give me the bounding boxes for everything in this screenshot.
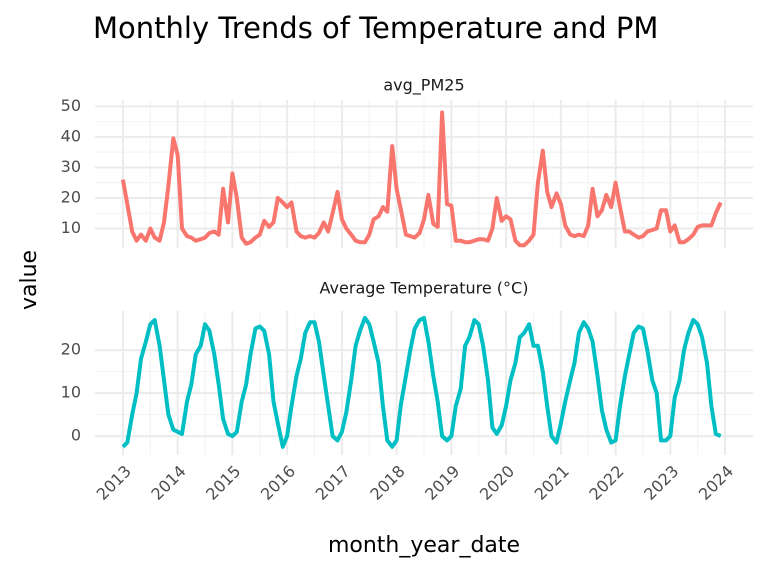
y-tick-label: 20 — [61, 187, 81, 206]
y-tick-label: 50 — [61, 96, 81, 115]
y-tick-label: 30 — [61, 157, 81, 176]
x-tick-label: 2013 — [93, 462, 135, 504]
x-tick-label: 2020 — [476, 462, 518, 504]
x-axis-label: month_year_date — [328, 533, 520, 558]
x-tick-label: 2017 — [312, 462, 354, 504]
facet-label: Average Temperature (°C) — [320, 279, 529, 298]
y-tick-label: 10 — [61, 218, 81, 237]
x-tick-label: 2016 — [257, 462, 299, 504]
facet-label: avg_PM25 — [383, 76, 464, 96]
x-tick-label: 2019 — [421, 462, 463, 504]
chart-title: Monthly Trends of Temperature and PM — [93, 11, 658, 45]
y-tick-label: 20 — [61, 340, 81, 359]
y-tick-label: 10 — [61, 383, 81, 402]
data-line — [120, 110, 723, 248]
data-line — [121, 315, 722, 449]
x-tick-label: 2015 — [202, 462, 244, 504]
x-tick-label: 2022 — [585, 462, 627, 504]
x-tick-label: 2018 — [366, 462, 408, 504]
x-tick-label: 2023 — [640, 462, 682, 504]
x-tick-label: 2014 — [147, 462, 189, 504]
y-tick-label: 0 — [71, 426, 81, 445]
y-tick-label: 40 — [61, 126, 81, 145]
x-tick-label: 2021 — [531, 462, 573, 504]
x-tick-label: 2024 — [695, 462, 737, 504]
y-axis-label: value — [17, 250, 42, 310]
